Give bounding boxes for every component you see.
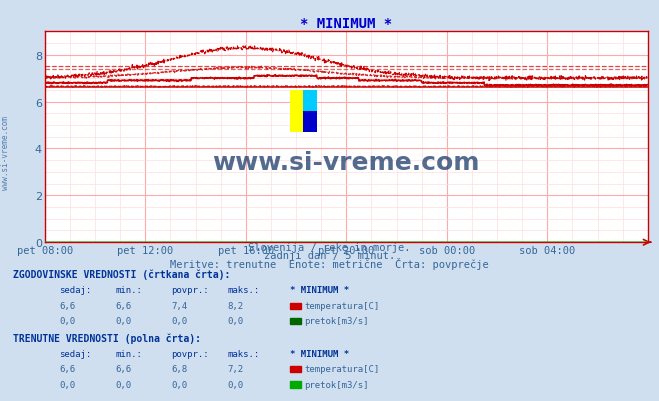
Text: 6,6: 6,6 (59, 301, 75, 310)
Text: 0,0: 0,0 (227, 380, 243, 389)
Text: 7,4: 7,4 (171, 301, 187, 310)
Text: pretok[m3/s]: pretok[m3/s] (304, 316, 369, 325)
Text: 6,6: 6,6 (115, 365, 131, 373)
Text: www.si-vreme.com: www.si-vreme.com (1, 115, 10, 189)
Text: 0,0: 0,0 (171, 380, 187, 389)
Text: zadnji dan / 5 minut.: zadnji dan / 5 minut. (264, 251, 395, 261)
Text: povpr.:: povpr.: (171, 286, 209, 295)
Text: min.:: min.: (115, 349, 142, 358)
Text: 0,0: 0,0 (59, 380, 75, 389)
Text: 6,6: 6,6 (115, 301, 131, 310)
Text: * MINIMUM *: * MINIMUM * (290, 286, 349, 295)
Text: 0,0: 0,0 (227, 316, 243, 325)
Text: povpr.:: povpr.: (171, 349, 209, 358)
Text: min.:: min.: (115, 286, 142, 295)
Text: maks.:: maks.: (227, 349, 260, 358)
Text: 0,0: 0,0 (171, 316, 187, 325)
Text: TRENUTNE VREDNOSTI (polna črta):: TRENUTNE VREDNOSTI (polna črta): (13, 332, 201, 343)
Text: sedaj:: sedaj: (59, 286, 92, 295)
Text: Slovenija / reke in morje.: Slovenija / reke in morje. (248, 243, 411, 253)
Text: sedaj:: sedaj: (59, 349, 92, 358)
Text: 0,0: 0,0 (115, 316, 131, 325)
Text: ZGODOVINSKE VREDNOSTI (črtkana črta):: ZGODOVINSKE VREDNOSTI (črtkana črta): (13, 269, 231, 279)
Text: maks.:: maks.: (227, 286, 260, 295)
Text: Meritve: trenutne  Enote: metrične  Črta: povprečje: Meritve: trenutne Enote: metrične Črta: … (170, 257, 489, 269)
Text: pretok[m3/s]: pretok[m3/s] (304, 380, 369, 389)
Text: www.si-vreme.com: www.si-vreme.com (213, 151, 480, 174)
Text: * MINIMUM *: * MINIMUM * (290, 349, 349, 358)
Title: * MINIMUM *: * MINIMUM * (301, 17, 392, 31)
Text: 7,2: 7,2 (227, 365, 243, 373)
Text: 0,0: 0,0 (59, 316, 75, 325)
Text: temperatura[C]: temperatura[C] (304, 365, 380, 373)
Text: 6,8: 6,8 (171, 365, 187, 373)
Text: 0,0: 0,0 (115, 380, 131, 389)
Text: 6,6: 6,6 (59, 365, 75, 373)
Text: 8,2: 8,2 (227, 301, 243, 310)
Text: temperatura[C]: temperatura[C] (304, 301, 380, 310)
